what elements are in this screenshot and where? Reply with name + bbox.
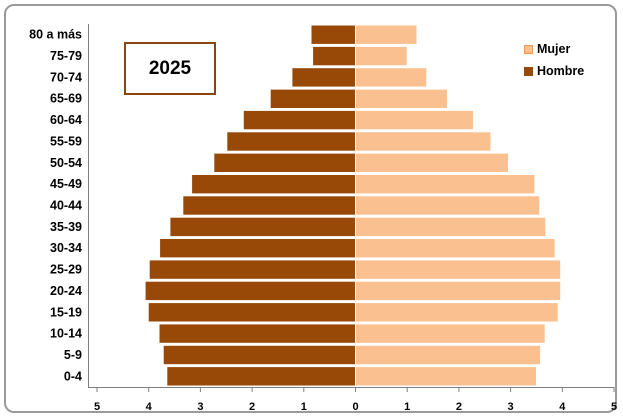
bar-hombre-50-54 <box>213 152 356 174</box>
bar-mujer-60-64 <box>355 109 474 131</box>
bar-hombre-15-19 <box>147 302 356 323</box>
x-tick-label: 4 <box>146 401 153 413</box>
bars-group <box>144 24 562 387</box>
bar-hombre-70-74 <box>291 67 356 88</box>
bar-hombre-60-64 <box>242 109 356 131</box>
age-label-35-39: 35-39 <box>50 220 82 234</box>
age-label-0-4: 0-4 <box>64 369 82 383</box>
bar-hombre-40-44 <box>182 195 356 216</box>
legend-item-mujer: Mujer <box>524 38 584 60</box>
legend-label-hombre: Hombre <box>537 64 585 78</box>
age-label-30-34: 30-34 <box>50 241 82 255</box>
bar-mujer-15-19 <box>355 302 559 323</box>
age-label-10-14: 10-14 <box>50 327 82 341</box>
x-tick-label: 3 <box>197 401 203 413</box>
bar-mujer-80-a-m-s <box>355 24 418 45</box>
bar-hombre-0-4 <box>166 366 356 387</box>
legend-item-hombre: Hombre <box>524 60 584 82</box>
age-label-45-49: 45-49 <box>50 177 82 191</box>
bar-mujer-0-4 <box>355 366 537 387</box>
bar-hombre-25-29 <box>148 259 356 280</box>
age-label-70-74: 70-74 <box>50 70 82 84</box>
x-tick-label: 4 <box>559 401 566 413</box>
x-tick-label: 1 <box>301 401 307 413</box>
chart-title: 2025 <box>124 42 216 95</box>
bar-mujer-35-39 <box>355 216 547 238</box>
bar-mujer-25-29 <box>355 259 562 280</box>
bar-hombre-80-a-m-s <box>310 24 356 45</box>
bar-hombre-20-24 <box>144 280 356 302</box>
bar-hombre-10-14 <box>158 323 356 344</box>
bar-mujer-70-74 <box>355 67 428 88</box>
axes-group <box>88 24 615 392</box>
bar-hombre-30-34 <box>159 238 356 259</box>
legend: Mujer Hombre <box>524 38 584 82</box>
bar-mujer-10-14 <box>355 323 546 344</box>
x-tick-label: 0 <box>352 401 358 413</box>
age-label-60-64: 60-64 <box>50 113 82 127</box>
age-label-25-29: 25-29 <box>50 263 82 277</box>
age-label-15-19: 15-19 <box>50 305 82 319</box>
bar-mujer-45-49 <box>355 174 536 195</box>
bar-hombre-5-9 <box>162 344 356 366</box>
x-tick-label: 2 <box>456 401 462 413</box>
bar-hombre-35-39 <box>169 216 356 238</box>
bar-mujer-30-34 <box>355 238 556 259</box>
bar-mujer-20-24 <box>355 280 562 302</box>
bar-hombre-75-79 <box>312 45 357 67</box>
legend-swatch-hombre <box>524 66 533 76</box>
bar-hombre-55-59 <box>226 131 356 152</box>
age-label-55-59: 55-59 <box>50 134 82 148</box>
age-group-labels: 0-4 5-9 10-14 15-19 20-24 25-29 30-34 35-39 40-4… <box>29 28 82 384</box>
x-axis-tick-labels: 5 4 3 2 1 0 1 2 3 4 5 <box>94 401 617 413</box>
bar-mujer-5-9 <box>355 344 542 366</box>
x-tick-label: 5 <box>94 401 100 413</box>
age-label-80-a-m-s: 80 a más <box>29 28 82 42</box>
x-tick-label: 2 <box>249 401 255 413</box>
legend-label-mujer: Mujer <box>537 42 571 56</box>
bar-hombre-45-49 <box>191 174 356 195</box>
legend-swatch-mujer <box>524 44 533 54</box>
bar-mujer-75-79 <box>355 45 408 67</box>
age-label-50-54: 50-54 <box>50 156 82 170</box>
age-label-75-79: 75-79 <box>50 49 82 63</box>
age-label-5-9: 5-9 <box>64 348 82 362</box>
bar-mujer-50-54 <box>355 152 509 174</box>
age-label-65-69: 65-69 <box>50 92 82 106</box>
bar-mujer-65-69 <box>355 88 448 109</box>
x-tick-label: 3 <box>508 401 514 413</box>
bar-mujer-40-44 <box>355 195 541 216</box>
bar-hombre-65-69 <box>269 88 357 109</box>
x-tick-label: 5 <box>611 401 617 413</box>
age-label-40-44: 40-44 <box>50 199 82 213</box>
age-label-20-24: 20-24 <box>50 284 82 298</box>
x-tick-label: 1 <box>404 401 410 413</box>
bar-mujer-55-59 <box>355 131 492 152</box>
